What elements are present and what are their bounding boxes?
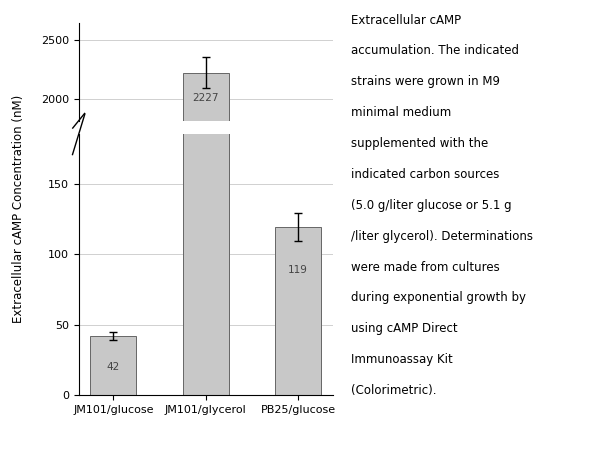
Bar	[275, 227, 321, 395]
Text: Extracellular cAMP: Extracellular cAMP	[351, 14, 461, 27]
Text: 2227: 2227	[192, 93, 219, 103]
Text: were made from cultures: were made from cultures	[351, 261, 500, 274]
Text: /liter glycerol). Determinations: /liter glycerol). Determinations	[351, 230, 533, 243]
Text: 42: 42	[106, 362, 120, 372]
Bar	[90, 336, 136, 395]
Text: (5.0 g/liter glucose or 5.1 g: (5.0 g/liter glucose or 5.1 g	[351, 199, 511, 212]
Text: 119: 119	[288, 265, 308, 275]
Text: Extracellular cAMP Concentration (nM): Extracellular cAMP Concentration (nM)	[11, 95, 25, 323]
Text: minimal medium: minimal medium	[351, 106, 451, 119]
Bar	[275, 322, 321, 336]
Bar	[90, 331, 136, 336]
Text: accumulation. The indicated: accumulation. The indicated	[351, 44, 519, 58]
Text: Immunoassay Kit: Immunoassay Kit	[351, 353, 453, 366]
Text: indicated carbon sources: indicated carbon sources	[351, 168, 499, 181]
Text: during exponential growth by: during exponential growth by	[351, 291, 526, 305]
Text: strains were grown in M9: strains were grown in M9	[351, 75, 500, 89]
Text: supplemented with the: supplemented with the	[351, 137, 488, 150]
Text: (Colorimetric).: (Colorimetric).	[351, 384, 436, 397]
Text: using cAMP Direct: using cAMP Direct	[351, 322, 457, 336]
Bar	[183, 73, 229, 336]
Bar	[183, 0, 229, 395]
